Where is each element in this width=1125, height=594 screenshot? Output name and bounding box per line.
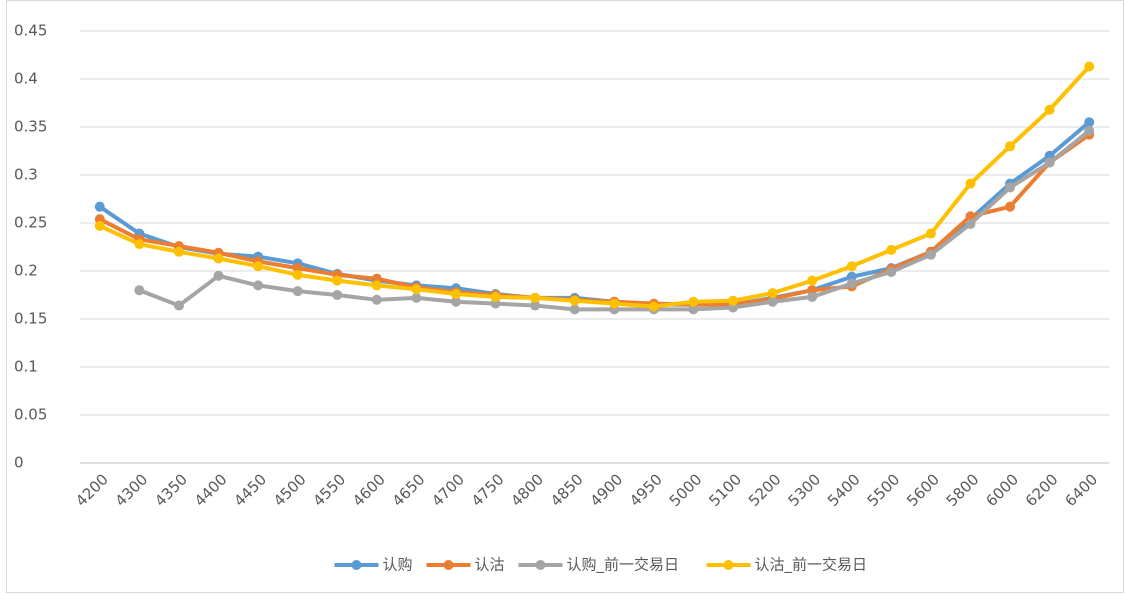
legend-label: 认沽: [475, 556, 505, 574]
point: [807, 291, 818, 302]
point: [213, 270, 224, 281]
point: [94, 220, 105, 231]
point: [925, 228, 936, 239]
y-tick-label: 0.05: [14, 406, 47, 424]
y-tick-label: 0.15: [14, 310, 47, 328]
point: [411, 284, 422, 295]
point: [767, 288, 778, 299]
point: [569, 304, 580, 315]
point: [530, 300, 541, 311]
point: [767, 296, 778, 307]
y-tick-label: 0.45: [14, 22, 47, 40]
point: [1005, 182, 1016, 193]
y-tick-label: 0.4: [14, 70, 38, 88]
point: [490, 291, 501, 302]
series-line: [98, 65, 1091, 309]
point: [411, 292, 422, 303]
point: [213, 253, 224, 264]
point: [1044, 157, 1055, 168]
point: [648, 301, 659, 312]
point: [1005, 141, 1016, 152]
legend-label: 认购_前一交易日: [567, 556, 680, 575]
point: [1005, 201, 1016, 212]
point: [450, 289, 461, 300]
point: [173, 246, 184, 257]
legend-marker: [723, 560, 734, 570]
point: [886, 244, 897, 255]
point: [965, 218, 976, 229]
point: [688, 296, 699, 307]
point: [925, 249, 936, 260]
point: [134, 285, 145, 296]
point: [688, 304, 699, 315]
y-tick-label: 0.25: [14, 214, 47, 232]
point: [728, 295, 739, 306]
point: [886, 266, 897, 277]
point: [253, 280, 264, 291]
point: [807, 275, 818, 286]
legend-marker: [351, 560, 362, 570]
point: [134, 239, 145, 250]
point: [965, 178, 976, 189]
y-tick-label: 0.2: [14, 262, 38, 280]
point: [609, 298, 620, 309]
legend-label: 认沽_前一交易日: [755, 556, 868, 575]
legend-marker: [443, 560, 454, 570]
point: [94, 201, 105, 212]
point: [371, 294, 382, 305]
point: [292, 286, 303, 297]
point: [965, 211, 976, 222]
point: [1044, 104, 1055, 115]
point: [292, 269, 303, 280]
point: [846, 261, 857, 272]
point: [173, 300, 184, 311]
point: [253, 261, 264, 272]
legend-marker: [535, 560, 546, 570]
point: [569, 295, 580, 306]
y-tick-label: 0.35: [14, 118, 47, 136]
point: [1084, 117, 1095, 128]
point: [530, 292, 541, 303]
point: [1084, 61, 1095, 72]
y-tick-label: 0.3: [14, 166, 38, 184]
point: [846, 278, 857, 289]
legend-label: 认购: [383, 556, 413, 574]
point: [450, 296, 461, 307]
point: [1084, 125, 1095, 136]
y-tick-label: 0.1: [14, 358, 38, 376]
point: [332, 290, 343, 300]
point: [332, 275, 343, 286]
y-tick-label: 0: [14, 454, 24, 472]
point: [371, 280, 382, 291]
